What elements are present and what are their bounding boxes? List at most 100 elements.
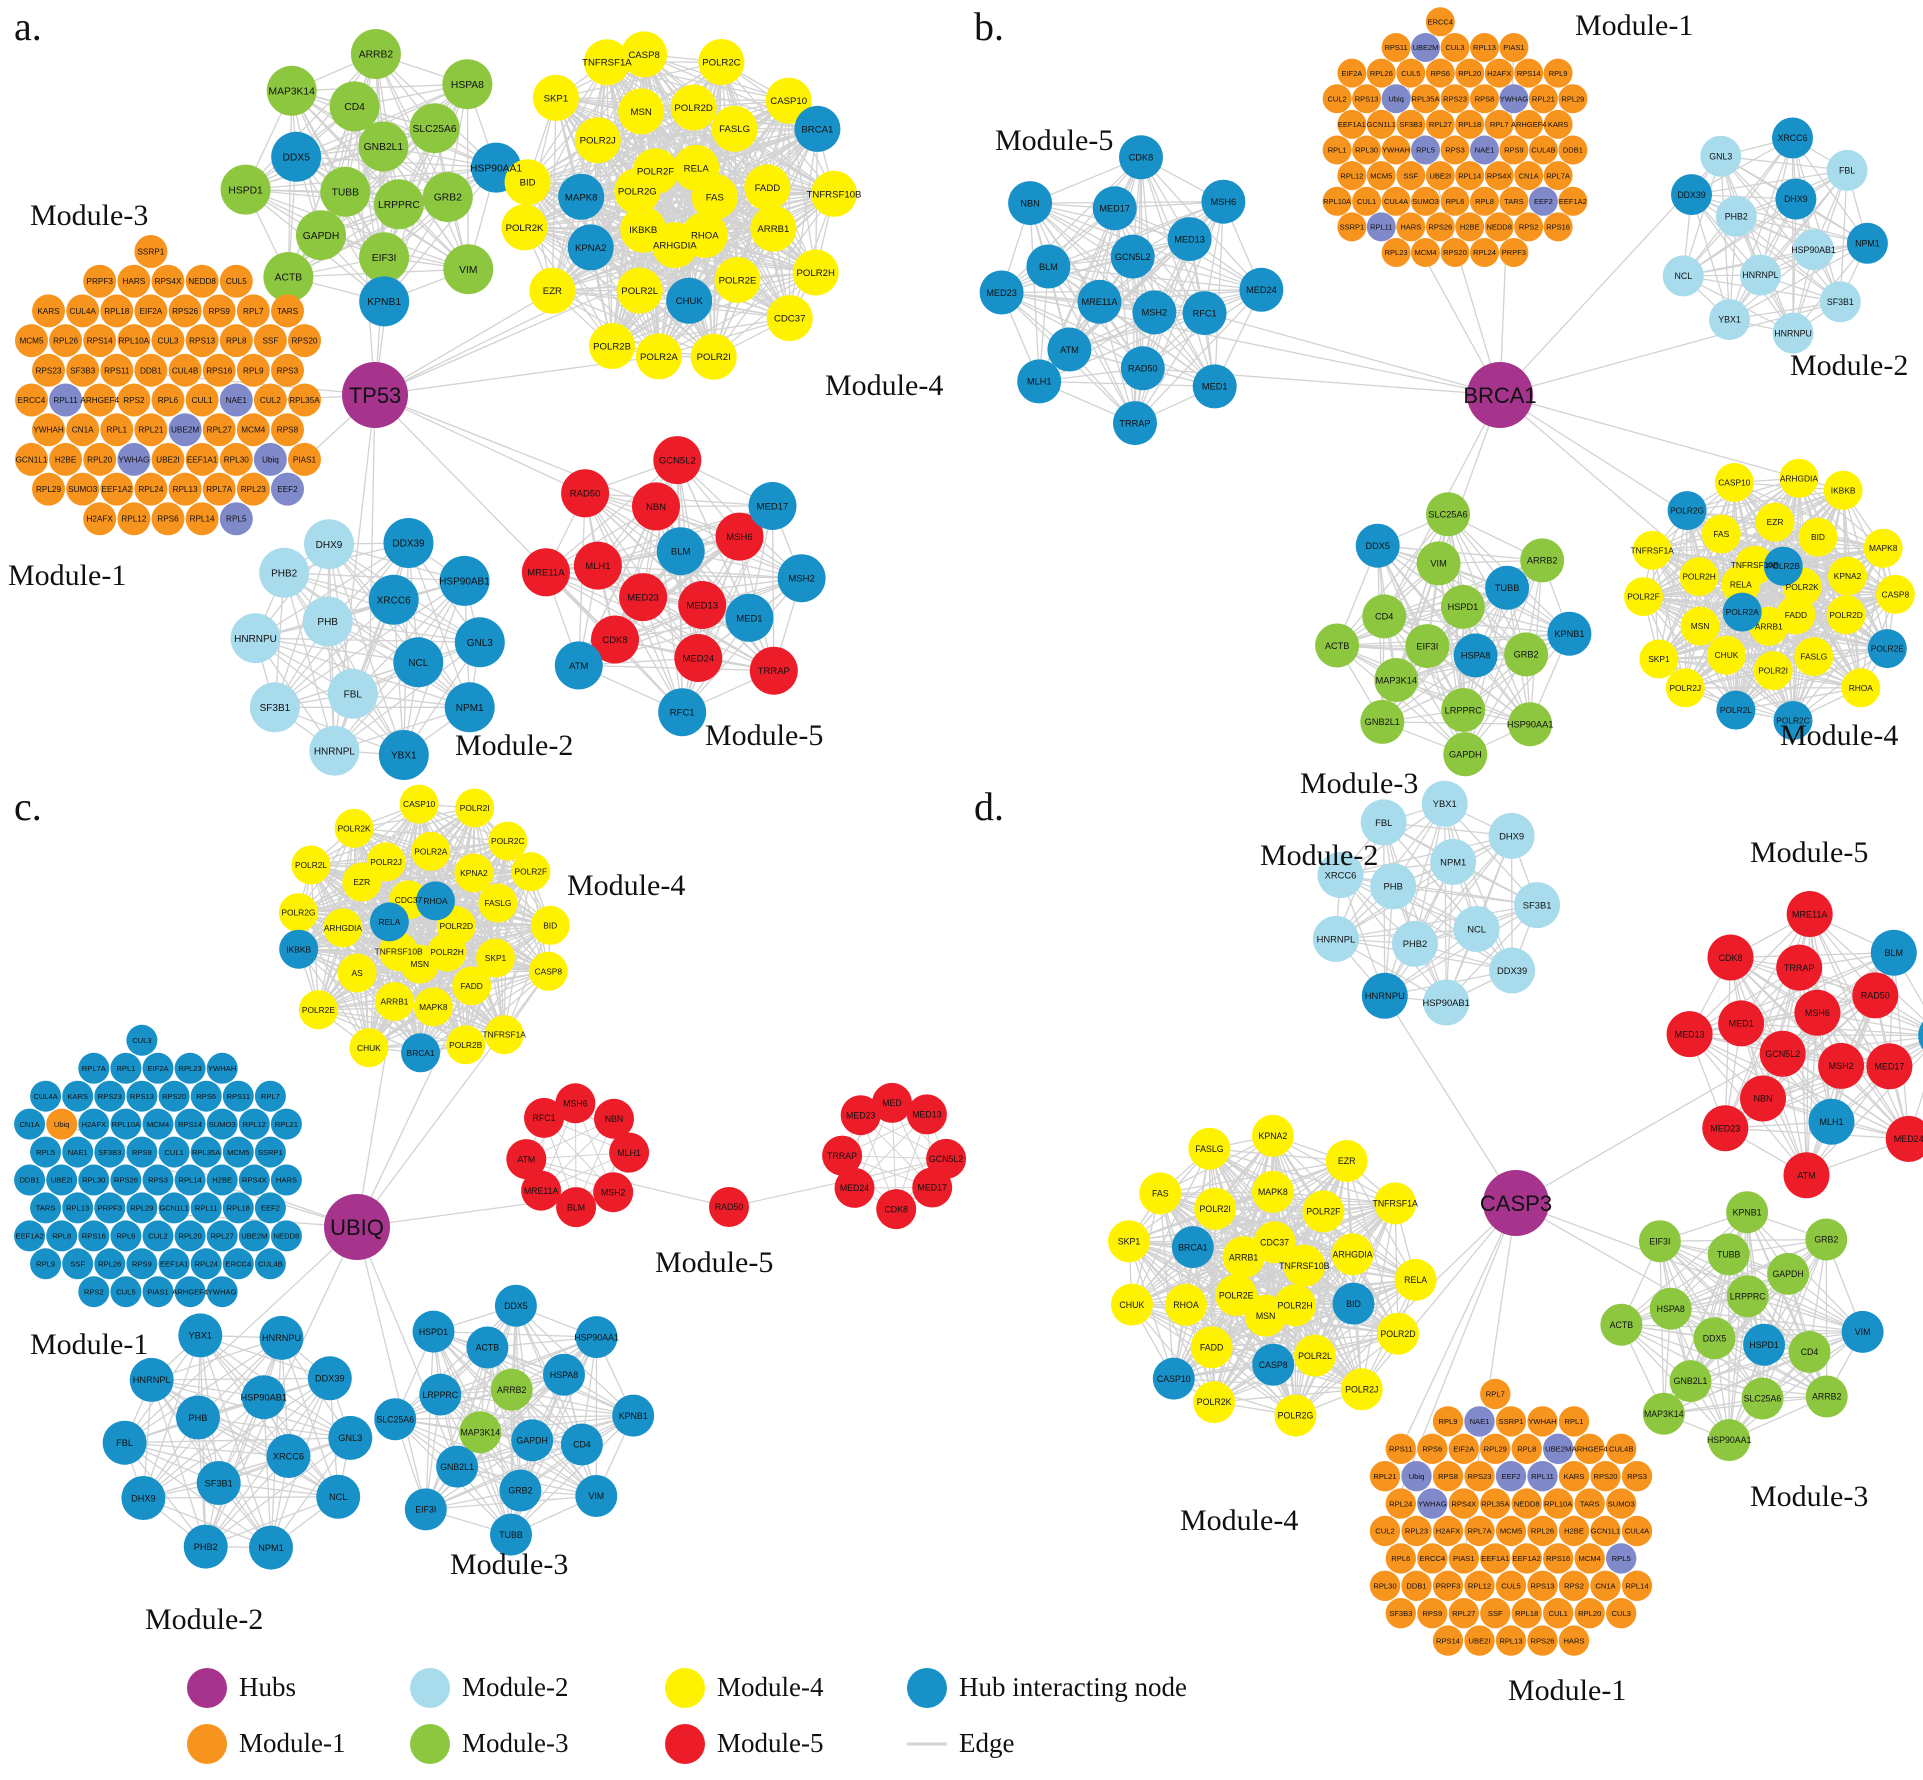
svg-text:HNRNPL: HNRNPL bbox=[1742, 270, 1778, 280]
svg-text:RPL14: RPL14 bbox=[190, 515, 215, 524]
svg-text:POLR2D: POLR2D bbox=[1829, 610, 1863, 620]
svg-text:SF3B1: SF3B1 bbox=[1827, 297, 1854, 307]
svg-text:MED24: MED24 bbox=[840, 1183, 869, 1193]
svg-text:YWHAG: YWHAG bbox=[208, 1288, 237, 1297]
svg-text:NAE1: NAE1 bbox=[226, 396, 248, 405]
svg-text:YWHAH: YWHAH bbox=[1528, 1417, 1556, 1426]
svg-text:Module-3: Module-3 bbox=[1750, 1480, 1868, 1513]
svg-text:CUL5: CUL5 bbox=[226, 277, 247, 286]
svg-text:Hub interacting node: Hub interacting node bbox=[959, 1672, 1187, 1702]
svg-text:RPS9: RPS9 bbox=[1422, 1609, 1442, 1618]
svg-text:Module-4: Module-4 bbox=[717, 1672, 824, 1702]
svg-text:CUL1: CUL1 bbox=[1548, 1609, 1567, 1618]
svg-text:RPL29: RPL29 bbox=[130, 1204, 153, 1213]
svg-text:MSH6: MSH6 bbox=[563, 1098, 588, 1108]
svg-text:BRCA1: BRCA1 bbox=[1463, 383, 1536, 408]
svg-text:MSH2: MSH2 bbox=[1142, 308, 1168, 318]
svg-text:MED: MED bbox=[882, 1098, 902, 1108]
svg-text:H2AFX: H2AFX bbox=[82, 1120, 106, 1129]
svg-text:SF3B1: SF3B1 bbox=[1523, 900, 1552, 911]
svg-text:Module-2: Module-2 bbox=[1790, 349, 1908, 382]
svg-text:SLC25A6: SLC25A6 bbox=[1744, 1394, 1782, 1404]
svg-text:NCL: NCL bbox=[408, 658, 428, 669]
svg-text:RPS16: RPS16 bbox=[206, 366, 232, 375]
svg-text:ARRB2: ARRB2 bbox=[359, 50, 394, 61]
svg-text:POLR2L: POLR2L bbox=[1720, 705, 1752, 715]
svg-text:MED1: MED1 bbox=[1202, 382, 1228, 392]
svg-text:RPL1: RPL1 bbox=[116, 1064, 135, 1073]
svg-text:RPS2: RPS2 bbox=[1519, 223, 1539, 232]
svg-text:ERCC4: ERCC4 bbox=[1428, 18, 1453, 27]
svg-text:TNFRSF1A: TNFRSF1A bbox=[1631, 546, 1675, 556]
svg-text:Module-1: Module-1 bbox=[239, 1728, 345, 1758]
svg-text:FBL: FBL bbox=[344, 689, 363, 700]
svg-text:RPL26: RPL26 bbox=[53, 337, 78, 346]
svg-text:RPL26: RPL26 bbox=[1370, 69, 1393, 78]
svg-text:RPL7: RPL7 bbox=[243, 307, 264, 316]
svg-text:YWHAG: YWHAG bbox=[1418, 1499, 1447, 1508]
svg-text:MSH6: MSH6 bbox=[1211, 197, 1237, 207]
svg-text:POLR2H: POLR2H bbox=[797, 268, 835, 279]
svg-text:FADD: FADD bbox=[461, 981, 483, 991]
svg-text:CN1A: CN1A bbox=[72, 426, 94, 435]
svg-text:GCN1L1: GCN1L1 bbox=[159, 1204, 189, 1213]
svg-text:Module-3: Module-3 bbox=[462, 1728, 568, 1758]
svg-text:HSPA8: HSPA8 bbox=[451, 80, 484, 91]
svg-text:POLR2G: POLR2G bbox=[618, 187, 657, 198]
svg-text:RPL10A: RPL10A bbox=[1544, 1499, 1573, 1508]
svg-text:RPL14: RPL14 bbox=[1625, 1582, 1648, 1591]
svg-text:RPL27: RPL27 bbox=[1452, 1609, 1475, 1618]
svg-text:LRPPRC: LRPPRC bbox=[1730, 1291, 1766, 1301]
svg-text:POLR2C: POLR2C bbox=[491, 836, 525, 846]
svg-text:EEF1A2: EEF1A2 bbox=[102, 485, 133, 494]
svg-text:ARRB2: ARRB2 bbox=[1812, 1392, 1841, 1402]
svg-text:UBE2M: UBE2M bbox=[1413, 43, 1439, 52]
svg-text:RPS4X: RPS4X bbox=[242, 1176, 267, 1185]
svg-text:RPL6: RPL6 bbox=[1446, 197, 1465, 206]
svg-text:RPS4X: RPS4X bbox=[155, 277, 182, 286]
svg-text:POLR2C: POLR2C bbox=[702, 57, 740, 68]
svg-text:SKP1: SKP1 bbox=[544, 93, 569, 104]
svg-text:RPL21: RPL21 bbox=[1373, 1472, 1396, 1481]
svg-text:YBX1: YBX1 bbox=[391, 751, 417, 762]
svg-text:EEF1A1: EEF1A1 bbox=[1338, 120, 1366, 129]
svg-text:CUL4B: CUL4B bbox=[1609, 1445, 1633, 1454]
svg-text:DDX5: DDX5 bbox=[282, 153, 310, 164]
svg-text:TRRAP: TRRAP bbox=[758, 666, 790, 677]
svg-text:RPL7: RPL7 bbox=[1490, 120, 1509, 129]
svg-text:CUL1: CUL1 bbox=[164, 1148, 183, 1157]
svg-text:PHB2: PHB2 bbox=[271, 568, 298, 579]
svg-text:GCN5L2: GCN5L2 bbox=[1115, 252, 1151, 262]
svg-text:RPS20: RPS20 bbox=[1593, 1472, 1617, 1481]
svg-text:RELA: RELA bbox=[684, 163, 710, 174]
svg-text:EZR: EZR bbox=[1767, 517, 1784, 527]
svg-text:RPS14: RPS14 bbox=[1517, 69, 1541, 78]
svg-text:ACTB: ACTB bbox=[1325, 641, 1350, 651]
svg-text:Edge: Edge bbox=[959, 1728, 1014, 1758]
svg-text:ARRB1: ARRB1 bbox=[381, 997, 409, 1007]
svg-text:CHUK: CHUK bbox=[357, 1043, 381, 1053]
svg-text:TNFRSF10B: TNFRSF10B bbox=[807, 189, 862, 200]
svg-text:RPS16: RPS16 bbox=[82, 1232, 106, 1241]
svg-text:POLR2A: POLR2A bbox=[1726, 607, 1759, 617]
svg-text:MAPK8: MAPK8 bbox=[565, 192, 598, 203]
svg-text:ATM: ATM bbox=[1797, 1170, 1815, 1180]
svg-text:RPL24: RPL24 bbox=[1389, 1499, 1412, 1508]
svg-text:RPL13: RPL13 bbox=[173, 485, 198, 494]
svg-text:HNRNPL: HNRNPL bbox=[314, 746, 356, 757]
svg-text:DDX39: DDX39 bbox=[392, 539, 425, 550]
svg-text:TUBB: TUBB bbox=[332, 188, 360, 199]
svg-text:ARRB2: ARRB2 bbox=[497, 1385, 526, 1395]
svg-text:UBE2I: UBE2I bbox=[51, 1176, 73, 1185]
svg-text:SF3B1: SF3B1 bbox=[205, 1478, 233, 1488]
svg-text:Module-2: Module-2 bbox=[145, 1603, 263, 1636]
svg-text:FASLG: FASLG bbox=[719, 124, 750, 135]
svg-text:KARS: KARS bbox=[1548, 120, 1568, 129]
svg-text:RPL9: RPL9 bbox=[1549, 69, 1568, 78]
svg-text:MSH2: MSH2 bbox=[788, 574, 814, 585]
svg-text:RPL8: RPL8 bbox=[52, 1232, 71, 1241]
svg-text:KPNB1: KPNB1 bbox=[619, 1411, 648, 1421]
svg-text:SSF: SSF bbox=[1404, 171, 1419, 180]
svg-text:UBE2I: UBE2I bbox=[1429, 171, 1451, 180]
svg-text:H2BE: H2BE bbox=[212, 1176, 232, 1185]
